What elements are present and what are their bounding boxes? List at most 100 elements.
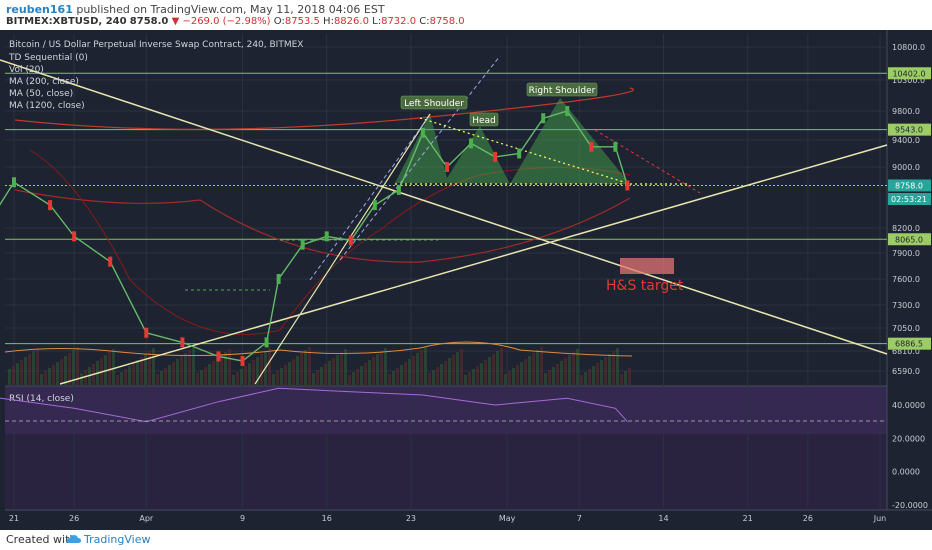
volume-bar xyxy=(496,351,499,385)
price-tick-label: 9000.0 xyxy=(892,163,920,172)
volume-bar xyxy=(452,355,455,385)
volume-bar xyxy=(20,360,23,385)
volume-bar xyxy=(252,360,255,385)
volume-bar xyxy=(580,375,583,385)
price-chart-svg[interactable]: Left Shoulder Head Right Shoulder H&S ta… xyxy=(0,30,932,530)
time-tick-label: Jun xyxy=(873,514,887,523)
volume-bar xyxy=(472,369,475,385)
price-tick-label: 10300.0 xyxy=(892,76,925,85)
rally-trendline xyxy=(254,113,431,385)
volume-bar xyxy=(608,354,611,385)
volume-bar xyxy=(620,374,623,385)
rsi-zone xyxy=(5,386,887,434)
volume-bar xyxy=(424,347,427,385)
volume-bar xyxy=(324,364,327,385)
volume-bar xyxy=(524,359,527,385)
volume-bar xyxy=(560,361,563,385)
tradingview-link[interactable]: TradingView xyxy=(84,533,151,546)
volume-bar xyxy=(212,361,215,385)
candle-mark xyxy=(240,356,245,366)
ticker: BITMEX:XBTUSD, 240 xyxy=(6,16,127,27)
author-link[interactable]: reuben161 xyxy=(6,3,73,16)
price-axis-ticks: 10800.0 10300.0 9800.0 9400.0 9000.0 8200.0 79… xyxy=(892,43,925,376)
volume-bar xyxy=(408,359,411,385)
level-tag-bg xyxy=(888,337,931,350)
volume-bar xyxy=(184,353,187,385)
level-tag-label: 8065.0 xyxy=(895,235,923,244)
price-axis-panel xyxy=(887,30,932,510)
down-arrow-icon: ▼ xyxy=(171,16,180,27)
volume-bar xyxy=(204,367,207,385)
channel-lower xyxy=(309,114,431,281)
candle-mark xyxy=(396,184,401,195)
level-tag-label: 8758.0 xyxy=(895,181,923,190)
volume-bar xyxy=(508,371,511,385)
high-label: H: xyxy=(323,16,334,27)
volume-bar xyxy=(160,371,163,385)
volume-bar xyxy=(76,347,79,385)
chart-area[interactable]: Left Shoulder Head Right Shoulder H&S ta… xyxy=(0,30,932,530)
volume-bar xyxy=(592,366,595,385)
volume-bar xyxy=(420,350,423,385)
volume-bar xyxy=(148,351,151,385)
rsi-tick-label: -20.0000 xyxy=(892,501,928,510)
candle-mark xyxy=(108,256,113,267)
volume-bar xyxy=(568,355,571,385)
candle-mark xyxy=(372,200,377,211)
countdown-tag xyxy=(888,193,931,205)
volume-bar xyxy=(528,356,531,385)
volume-bar xyxy=(224,352,227,385)
volume-bar xyxy=(32,351,35,385)
candle-mark xyxy=(180,337,185,348)
volume-bar xyxy=(172,362,175,385)
volume-bar xyxy=(320,367,323,385)
open-label: O: xyxy=(273,16,285,27)
volume-bar xyxy=(512,368,515,385)
volume-ma-line xyxy=(4,341,633,357)
close-label: C: xyxy=(419,16,430,27)
time-tick-label: 21 xyxy=(9,514,19,523)
volume-bar xyxy=(428,373,431,385)
price-tick-label: 7300.0 xyxy=(892,301,920,310)
volume-bar xyxy=(300,353,303,385)
rsi-tick-label: 40.0000 xyxy=(892,401,925,410)
candle-mark xyxy=(469,138,474,149)
volume-bar xyxy=(12,366,15,385)
volume-bar xyxy=(192,347,195,385)
ascending-trendline xyxy=(59,144,888,385)
volume-bar xyxy=(68,353,71,385)
volume-bar xyxy=(368,360,371,385)
volume-bar xyxy=(44,371,47,385)
volume-bar xyxy=(576,349,579,385)
volume-bar xyxy=(440,364,443,385)
volume-bar xyxy=(444,361,447,385)
volume-bar xyxy=(448,358,451,385)
volume-bar xyxy=(352,372,355,385)
price-change: −269.0 (−2.98%) xyxy=(182,16,271,27)
volume-bar xyxy=(404,362,407,385)
annotation-left-shoulder: Left Shoulder xyxy=(400,95,468,110)
volume-bar xyxy=(416,353,419,385)
volume-bar xyxy=(40,374,43,385)
time-tick-label: 26 xyxy=(803,514,813,523)
volume-bar xyxy=(256,357,259,385)
volume-bar xyxy=(276,371,279,385)
volume-bar xyxy=(228,349,231,385)
legend-ma-200: MA (200, close) xyxy=(9,77,79,87)
volume-bar xyxy=(340,352,343,385)
price-tick-label: 7050.0 xyxy=(892,324,920,333)
volume-bar xyxy=(108,352,111,385)
candle-mark xyxy=(264,337,269,348)
volume-bar xyxy=(268,348,271,385)
volume-bar xyxy=(232,375,235,385)
time-tick-label: 21 xyxy=(743,514,753,523)
volume-bar xyxy=(52,365,55,385)
volume-bar xyxy=(464,375,467,385)
volume-bar xyxy=(372,357,375,385)
volume-bar xyxy=(616,348,619,385)
volume-bar xyxy=(64,356,67,385)
ma-200-line xyxy=(14,189,631,263)
volume-bar xyxy=(336,355,339,385)
volume-bar xyxy=(544,373,547,385)
time-tick-label: May xyxy=(499,514,516,523)
